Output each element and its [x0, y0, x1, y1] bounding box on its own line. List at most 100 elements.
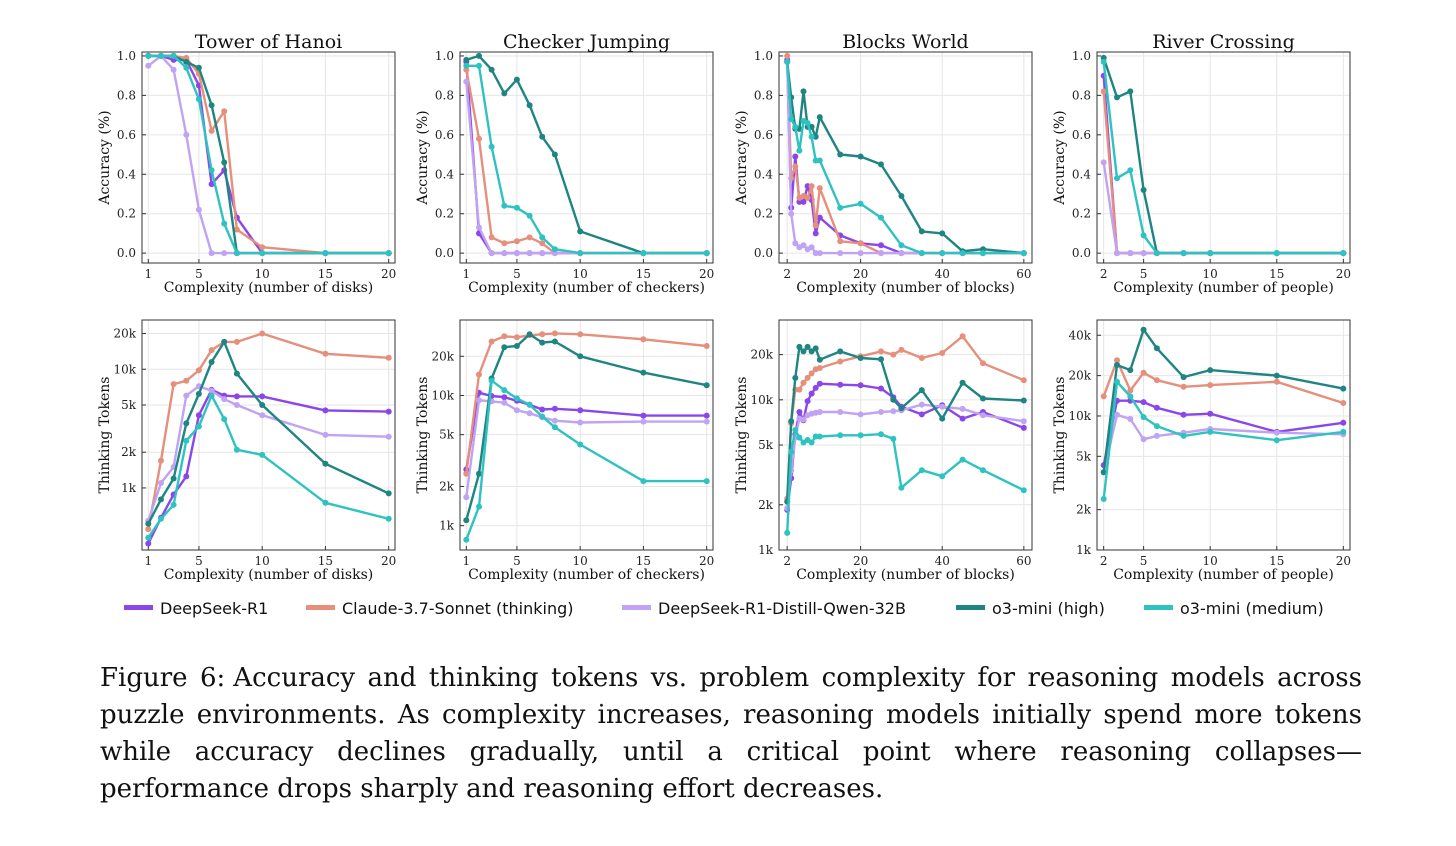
panel-7-point-o3_high — [1020, 397, 1027, 404]
panel-3-point-deepseek_r1 — [816, 214, 823, 221]
panel-7-point-o3_medium — [878, 431, 884, 438]
panel-6-point-distill — [463, 494, 470, 501]
panel-6-point-o3_high — [476, 470, 482, 477]
panel-7-point-o3_high — [804, 343, 811, 350]
panel-7-point-distill — [918, 401, 925, 408]
panel-3-x-tick-label: 2 — [783, 267, 791, 281]
panel-8-frame — [1096, 319, 1351, 551]
panel-6-x-tick-label: 10 — [573, 554, 588, 568]
panel-5-point-distill — [158, 480, 164, 486]
panel-5-point-o3_medium — [259, 451, 266, 458]
panel-3-x-axis-label: Complexity (number of blocks) — [796, 280, 1015, 296]
panel-3-series-claude — [786, 55, 1024, 255]
panel-6-point-deepseek_r1 — [703, 412, 710, 419]
panel-7-point-claude — [918, 355, 925, 361]
panel-2-y-tick-label: 1.0 — [435, 49, 454, 63]
panel-6-point-deepseek_r1 — [539, 406, 546, 413]
panel-1-point-distill — [195, 206, 202, 213]
panel-4-x-tick-label: 2 — [1100, 267, 1108, 281]
panel-8-series-o3_medium — [1102, 380, 1344, 500]
panel-3-x-tick-label: 20 — [853, 267, 868, 281]
panel-3-point-distill — [788, 210, 795, 217]
panel-3-point-o3_medium — [857, 200, 864, 207]
panel-5-point-o3_medium — [183, 437, 190, 444]
panel-6-point-claude — [539, 331, 546, 338]
panel-5-point-o3_high — [158, 496, 164, 503]
panel-3-point-claude — [792, 163, 799, 170]
panel-3-point-claude — [812, 222, 819, 229]
panel-8-point-deepseek_r1 — [1153, 404, 1160, 411]
panel-6-point-deepseek_r1 — [640, 412, 647, 419]
panel-5-point-o3_high — [221, 338, 228, 345]
panel-7-y-tick-label: 5k — [758, 438, 774, 452]
panel-4-y-tick-label: 1.0 — [1072, 49, 1091, 63]
panel-7-x-tick-label: 40 — [935, 554, 950, 568]
panel-6-point-claude — [513, 334, 520, 341]
panel-7-point-distill — [800, 416, 807, 423]
panel-7-point-deepseek_r1 — [796, 409, 803, 415]
panel-7-point-o3_high — [890, 396, 897, 403]
panel-7-point-distill — [959, 405, 966, 412]
panel-1-point-o3_medium — [322, 250, 329, 257]
panel-4-x-tick-label: 5 — [1140, 267, 1148, 281]
panel-8-point-o3_medium — [1127, 393, 1134, 400]
panel-1-point-claude — [259, 244, 266, 251]
panel-8-point-o3_medium — [1100, 496, 1107, 502]
panel-1-series-distill — [147, 54, 389, 255]
panel-3-y-tick-label: 0.8 — [754, 88, 773, 102]
panel-8-point-o3_high — [1180, 374, 1187, 381]
panel-7-x-tick-label: 60 — [1016, 554, 1031, 568]
panel-6-point-o3_medium — [640, 478, 647, 485]
panel-4-point-o3_high — [1127, 88, 1134, 95]
panel-3-x-tick-label: 60 — [1016, 267, 1031, 281]
panel-2-point-distill — [513, 250, 520, 257]
panel-8-point-distill — [1153, 432, 1160, 439]
panel-6-x-tick-label: 5 — [513, 554, 521, 568]
legend-label-distill: DeepSeek-R1-Distill-Qwen-32B — [658, 599, 906, 618]
panel-6-point-o3_medium — [476, 503, 482, 510]
panel-5-y-tick-label: 5k — [121, 398, 137, 412]
panel-4-series-distill — [1102, 162, 1344, 255]
panel-6-point-o3_medium — [577, 441, 584, 448]
panel-7-y-tick-label: 20k — [750, 348, 773, 362]
panel-8-point-o3_high — [1127, 367, 1134, 374]
panel-7-point-o3_medium — [808, 439, 815, 446]
panel-5-point-deepseek_r1 — [385, 408, 392, 415]
panel-7-point-o3_medium — [1020, 487, 1027, 494]
panel-7-point-claude — [898, 346, 905, 353]
panel-5-x-tick-label: 5 — [195, 554, 203, 568]
panel-2-point-o3_medium — [551, 246, 558, 253]
panel-3-point-o3_medium — [816, 157, 823, 164]
panel-8-point-deepseek_r1 — [1180, 411, 1187, 418]
panel-2-point-distill — [539, 250, 546, 257]
panel-1-point-distill — [221, 250, 228, 257]
panel-2-point-o3_high — [513, 76, 520, 83]
panel-3-point-claude — [784, 52, 791, 59]
panel-2-point-o3_medium — [476, 62, 482, 69]
panel-8-y-tick-label: 10k — [1068, 409, 1091, 423]
panel-4-point-distill — [1127, 250, 1134, 257]
panel-1-point-o3_medium — [158, 52, 164, 59]
panel-4-point-claude — [1100, 88, 1107, 95]
panel-6-point-o3_high — [551, 338, 558, 345]
panel-3-point-distill — [800, 242, 807, 249]
panel-2-point-o3_high — [539, 133, 546, 140]
panel-2-point-o3_high — [501, 90, 508, 97]
panel-5-point-o3_high — [145, 520, 152, 527]
panel-7-x-tick-label: 2 — [783, 554, 791, 568]
panel-7-point-o3_medium — [939, 473, 946, 480]
panel-1-y-axis-label: Accuracy (%) — [97, 110, 113, 205]
panel-6-point-o3_high — [513, 343, 520, 349]
panel-8-x-tick-label: 10 — [1203, 554, 1218, 568]
panel-3-point-o3_medium — [878, 214, 884, 221]
panel-1-point-o3_medium — [170, 52, 177, 59]
panel-5-point-deepseek_r1 — [259, 393, 266, 400]
panel-6-point-distill — [476, 397, 482, 404]
panel-5-x-tick-label: 20 — [381, 554, 396, 568]
panel-7-point-claude — [800, 379, 807, 386]
panel-1-point-o3_medium — [208, 167, 215, 174]
panel-1-y-tick-label: 0.8 — [117, 88, 136, 102]
panel-4-y-tick-label: 0.6 — [1072, 128, 1091, 142]
